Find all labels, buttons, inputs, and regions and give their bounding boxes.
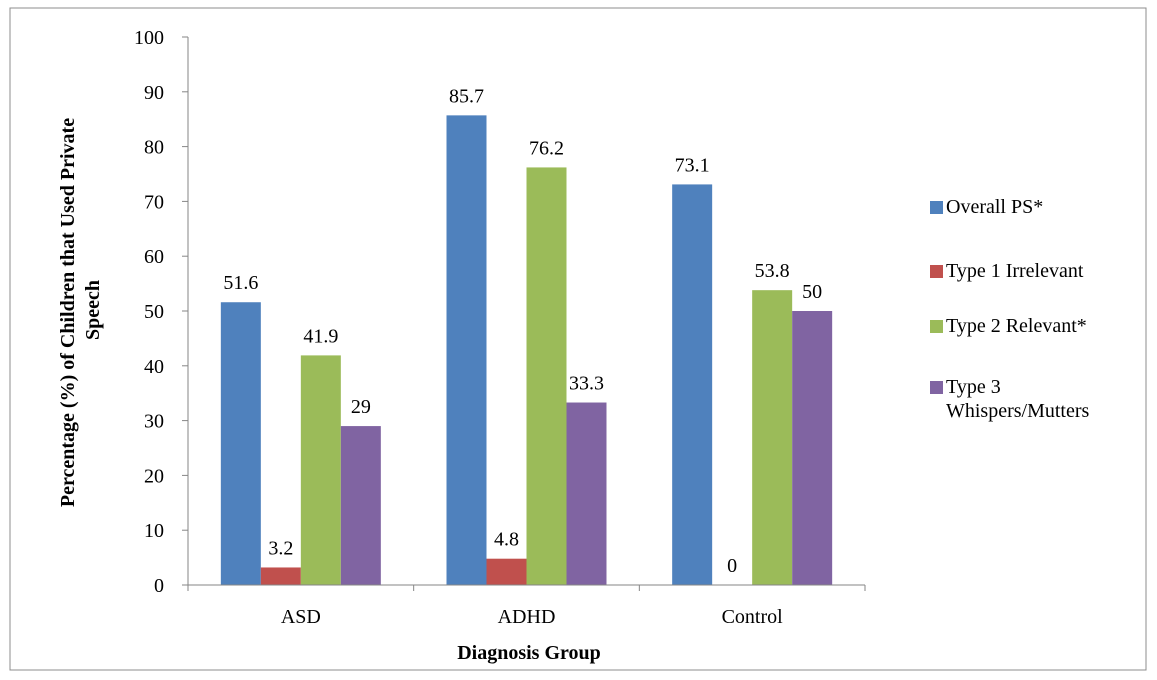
y-tick-label: 60 — [144, 246, 164, 268]
y-tick-label: 40 — [144, 356, 164, 378]
data-label: 73.1 — [675, 154, 710, 176]
x-axis-title: Diagnosis Group — [457, 642, 601, 664]
legend-label: Overall PS* — [946, 196, 1043, 218]
data-label: 76.2 — [529, 137, 564, 159]
data-label: 3.2 — [268, 537, 293, 559]
data-label: 33.3 — [569, 373, 604, 395]
bar — [220, 302, 261, 585]
y-tick-label: 50 — [144, 301, 164, 323]
data-label: 41.9 — [303, 325, 338, 347]
legend-swatch — [930, 265, 943, 278]
y-axis-title: Percentage (%) of Children that Used Pri… — [57, 113, 104, 507]
plot-area: 0 10 20 30 40 50 60 70 80 90 100 51.6 3.2 41.9 29 85.7 4… — [134, 27, 866, 628]
bar — [566, 402, 607, 585]
bar — [446, 115, 487, 585]
bar — [260, 567, 301, 585]
y-tick-label: 70 — [144, 191, 164, 213]
data-label: 4.8 — [494, 529, 519, 551]
y-tick-label: 30 — [144, 411, 164, 433]
data-label: 53.8 — [755, 260, 790, 282]
data-label: 29 — [351, 396, 371, 418]
data-label: 0 — [727, 555, 737, 577]
legend-label-line: Type 3 — [946, 376, 1001, 398]
legend-label: Type 1 Irrelevant — [946, 260, 1084, 282]
legend-swatch — [930, 381, 943, 394]
x-tick-label: Control — [722, 606, 784, 628]
legend-label-line: Type 1 Irrelevant — [946, 260, 1084, 282]
y-tick-label: 10 — [144, 520, 164, 542]
data-label: 85.7 — [449, 85, 484, 107]
legend-swatch — [930, 201, 943, 214]
y-tick-label: 80 — [144, 137, 164, 159]
legend-label-line: Type 2 Relevant* — [946, 315, 1087, 337]
bar — [526, 167, 567, 585]
bar — [486, 558, 527, 585]
y-tick-label: 90 — [144, 82, 164, 104]
legend-label-line: Whispers/Mutters — [946, 400, 1090, 422]
legend-label-line: Overall PS* — [946, 196, 1043, 218]
y-axis-title-line-1: Percentage (%) of Children that Used Pri… — [57, 118, 79, 507]
y-axis-title-line-2: Speech — [82, 280, 104, 340]
x-tick-label: ADHD — [498, 606, 556, 628]
bar — [340, 426, 381, 585]
legend-label: Type 2 Relevant* — [946, 315, 1087, 337]
legend-label: Type 3 Whispers/Mutters — [946, 376, 1090, 422]
legend-swatch — [930, 320, 943, 333]
y-tick-label: 100 — [134, 27, 164, 49]
x-tick-label: ASD — [281, 606, 321, 628]
bar — [752, 290, 793, 585]
bar — [300, 355, 341, 585]
bar — [792, 311, 833, 585]
y-tick-label: 0 — [154, 575, 164, 597]
legend: Overall PS* Type 1 Irrelevant Type 2 Relev… — [930, 196, 1090, 422]
y-tick-label: 20 — [144, 465, 164, 487]
bar — [672, 184, 713, 586]
data-label: 51.6 — [223, 272, 258, 294]
data-label: 50 — [802, 281, 822, 303]
